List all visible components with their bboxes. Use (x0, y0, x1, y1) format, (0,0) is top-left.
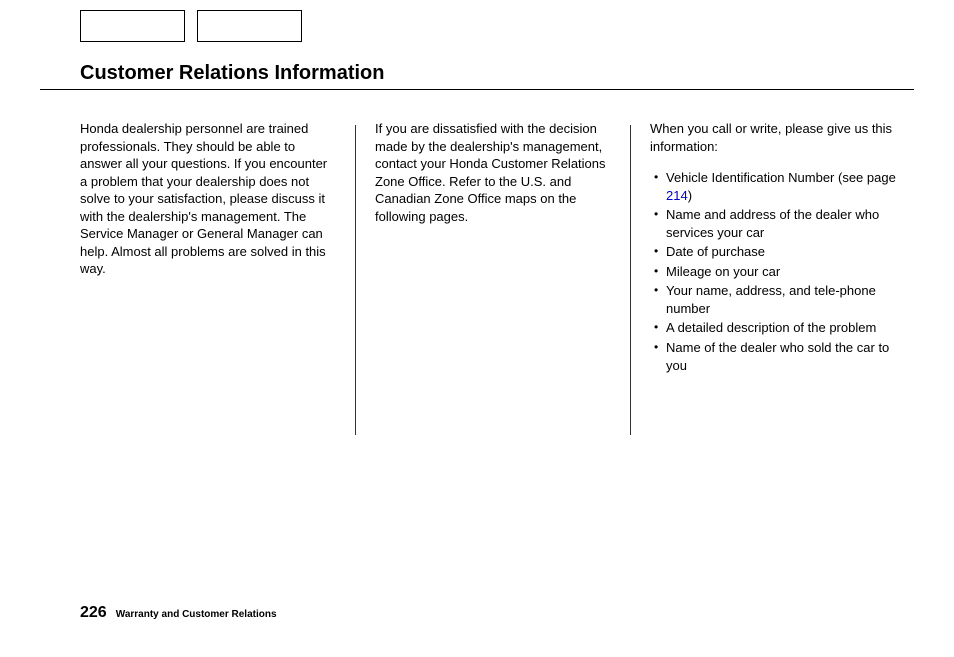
info-list: Vehicle Identification Number (see page … (650, 169, 910, 374)
column-divider-2 (630, 125, 631, 435)
column-divider-1 (355, 125, 356, 435)
vin-text-b: ) (688, 188, 692, 203)
top-nav-boxes (80, 10, 914, 42)
list-item-vin: Vehicle Identification Number (see page … (654, 169, 910, 204)
column-2: If you are dissatisfied with the decisio… (355, 120, 630, 376)
page-link-214[interactable]: 214 (666, 188, 688, 203)
col3-intro: When you call or write, please give us t… (650, 120, 910, 155)
page-footer: 226 Warranty and Customer Relations (80, 604, 277, 622)
list-item-contact: Your name, address, and tele-phone numbe… (654, 282, 910, 317)
content-columns: Honda dealership personnel are trained p… (80, 120, 914, 376)
list-item-dealer-service: Name and address of the dealer who servi… (654, 206, 910, 241)
nav-box-right[interactable] (197, 10, 302, 42)
list-item-problem: A detailed description of the problem (654, 319, 910, 337)
col1-paragraph: Honda dealership personnel are trained p… (80, 120, 335, 278)
list-item-dealer-sold: Name of the dealer who sold the car to y… (654, 339, 910, 374)
footer-section: Warranty and Customer Relations (116, 609, 277, 620)
page-number: 226 (80, 604, 107, 621)
page-title: Customer Relations Information (80, 62, 914, 85)
title-divider (40, 89, 914, 90)
vin-text-a: Vehicle Identification Number (see page (666, 170, 896, 185)
list-item-date: Date of purchase (654, 243, 910, 261)
col2-paragraph: If you are dissatisfied with the decisio… (375, 120, 610, 225)
column-1: Honda dealership personnel are trained p… (80, 120, 355, 376)
list-item-mileage: Mileage on your car (654, 263, 910, 281)
column-3: When you call or write, please give us t… (630, 120, 910, 376)
nav-box-left[interactable] (80, 10, 185, 42)
